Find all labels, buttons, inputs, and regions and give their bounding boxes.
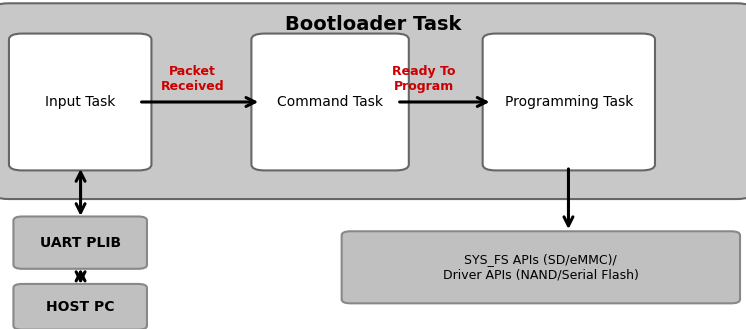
FancyBboxPatch shape (251, 34, 409, 170)
Text: Programming Task: Programming Task (504, 95, 633, 109)
Text: HOST PC: HOST PC (46, 300, 114, 314)
FancyBboxPatch shape (9, 34, 151, 170)
Text: Bootloader Task: Bootloader Task (285, 15, 461, 34)
Text: UART PLIB: UART PLIB (40, 236, 121, 250)
Text: SYS_FS APIs (SD/eMMC)/
Driver APIs (NAND/Serial Flash): SYS_FS APIs (SD/eMMC)/ Driver APIs (NAND… (443, 253, 639, 281)
FancyBboxPatch shape (483, 34, 655, 170)
FancyBboxPatch shape (13, 216, 147, 269)
Text: Packet
Received: Packet Received (160, 65, 225, 93)
Text: Input Task: Input Task (45, 95, 116, 109)
FancyBboxPatch shape (342, 231, 740, 303)
Text: Ready To
Program: Ready To Program (392, 65, 456, 93)
Text: Command Task: Command Task (277, 95, 383, 109)
FancyBboxPatch shape (0, 3, 746, 199)
FancyBboxPatch shape (13, 284, 147, 329)
